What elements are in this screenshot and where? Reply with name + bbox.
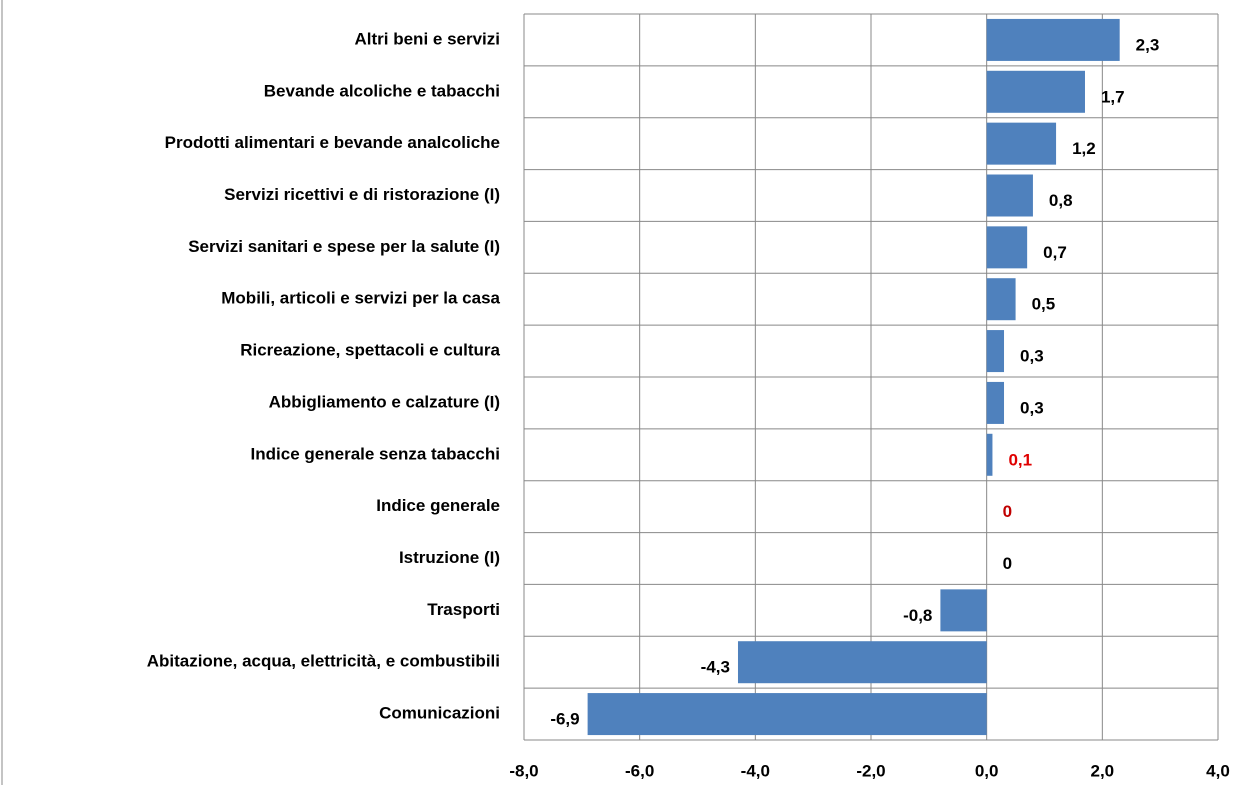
value-label: 0,3: [1020, 398, 1044, 417]
category-label: Bevande alcoliche e tabacchi: [264, 81, 500, 100]
value-label: 2,3: [1136, 35, 1160, 54]
value-label: -6,9: [550, 710, 579, 729]
bar: [940, 589, 987, 632]
value-label: 0,5: [1032, 295, 1056, 314]
x-tick-label: -4,0: [741, 761, 770, 780]
value-label: 0,3: [1020, 347, 1044, 366]
bar: [587, 693, 987, 736]
x-tick-label: -8,0: [509, 761, 538, 780]
x-tick-label: 0,0: [975, 761, 999, 780]
x-tick-label: -6,0: [625, 761, 654, 780]
value-label: 0: [1003, 554, 1012, 573]
value-label: -0,8: [903, 606, 932, 625]
value-label: 0: [1003, 502, 1012, 521]
x-tick-label: 2,0: [1091, 761, 1115, 780]
bar: [986, 70, 1085, 113]
value-label: 0,7: [1043, 243, 1067, 262]
x-tick-label: -2,0: [856, 761, 885, 780]
category-label: Abitazione, acqua, elettricità, e combus…: [147, 652, 500, 671]
category-label: Istruzione (I): [399, 548, 500, 567]
category-label: Abbigliamento e calzature (I): [269, 392, 500, 411]
value-label: 0,1: [1008, 450, 1032, 469]
bar: [986, 381, 1005, 424]
value-label: 1,7: [1101, 87, 1125, 106]
bar: [986, 226, 1028, 269]
category-label: Mobili, articoli e servizi per la casa: [221, 289, 500, 308]
category-label: Prodotti alimentari e bevande analcolich…: [165, 133, 500, 152]
category-label: Trasporti: [427, 600, 500, 619]
bar: [986, 330, 1005, 373]
bar: [986, 122, 1057, 165]
category-label: Comunicazioni: [379, 704, 500, 723]
value-label: 0,8: [1049, 191, 1073, 210]
category-label: Servizi sanitari e spese per la salute (…: [188, 237, 500, 256]
category-label: Indice generale: [376, 496, 500, 515]
category-label: Servizi ricettivi e di ristorazione (I): [224, 185, 500, 204]
bar: [986, 18, 1120, 61]
value-label: -4,3: [701, 658, 730, 677]
category-label: Indice generale senza tabacchi: [251, 444, 500, 463]
bar: [986, 278, 1016, 321]
bar: [986, 433, 993, 476]
x-tick-label: 4,0: [1206, 761, 1230, 780]
category-label: Ricreazione, spettacoli e cultura: [240, 341, 500, 360]
value-label: 1,2: [1072, 139, 1096, 158]
category-label: Altri beni e servizi: [355, 29, 501, 48]
bar: [986, 174, 1033, 217]
bar: [737, 641, 987, 684]
